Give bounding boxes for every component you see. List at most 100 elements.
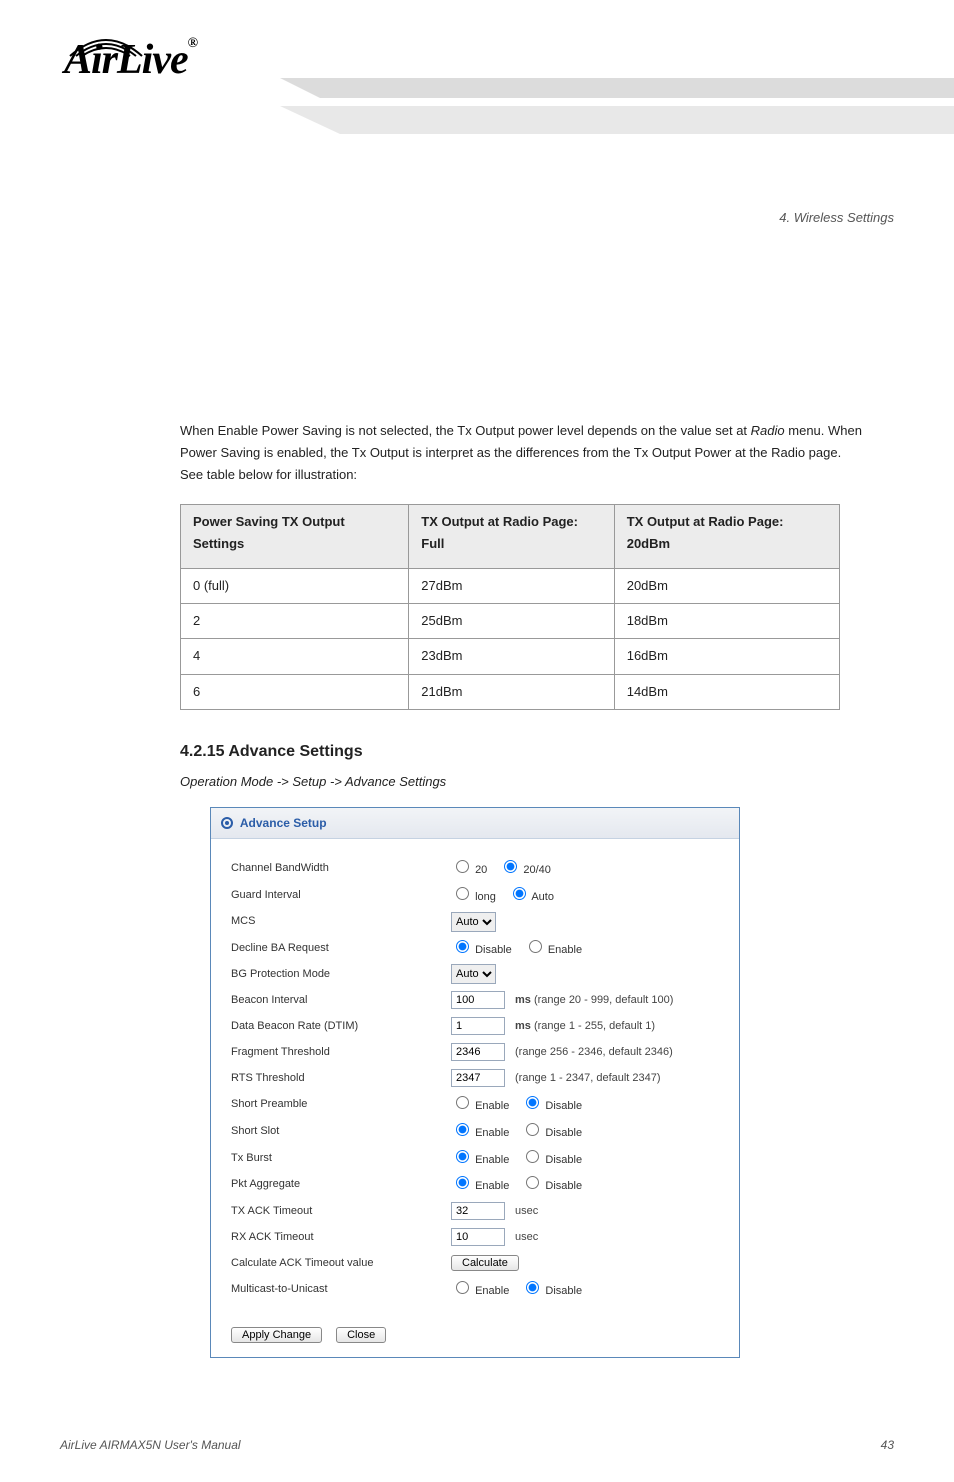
radio-short-slot-disable[interactable]: Disable bbox=[521, 1120, 582, 1143]
table-row: 2 25dBm 18dBm bbox=[181, 604, 840, 639]
label-decline-ba: Decline BA Request bbox=[231, 939, 451, 958]
bg-protection-select[interactable]: Auto bbox=[451, 964, 496, 984]
tx-ack-timeout-row: TX ACK Timeout usec bbox=[231, 1200, 719, 1222]
footer-left: AirLive AIRMAX5N User's Manual bbox=[60, 1438, 241, 1452]
table-cell: 27dBm bbox=[409, 569, 614, 604]
label-mcs: MCS bbox=[231, 912, 451, 931]
short-preamble-row: Short Preamble Enable Disable bbox=[231, 1093, 719, 1116]
table-header: TX Output at Radio Page: 20dBm bbox=[614, 505, 839, 569]
radio-multicast-disable[interactable]: Disable bbox=[521, 1278, 582, 1301]
radio-guard-long[interactable]: long bbox=[451, 884, 496, 907]
pkt-aggregate-row: Pkt Aggregate Enable Disable bbox=[231, 1173, 719, 1196]
stripe-top bbox=[280, 78, 954, 98]
calculate-ack-row: Calculate ACK Timeout value Calculate bbox=[231, 1252, 719, 1274]
close-button[interactable]: Close bbox=[336, 1327, 386, 1343]
channel-bandwidth-row: Channel BandWidth 20 20/40 bbox=[231, 857, 719, 880]
radio-tx-burst-disable[interactable]: Disable bbox=[521, 1147, 582, 1170]
tx-ack-timeout-input[interactable] bbox=[451, 1202, 505, 1220]
footer-page-number: 43 bbox=[881, 1438, 894, 1452]
decline-ba-row: Decline BA Request Disable Enable bbox=[231, 937, 719, 960]
section-number: 4.2.15 bbox=[180, 743, 224, 760]
mcs-select[interactable]: Auto bbox=[451, 912, 496, 932]
apply-change-button[interactable]: Apply Change bbox=[231, 1327, 322, 1343]
label-multicast-unicast: Multicast-to-Unicast bbox=[231, 1280, 451, 1299]
rx-ack-timeout-input[interactable] bbox=[451, 1228, 505, 1246]
brand-logo: AirLive® bbox=[64, 36, 197, 84]
hint-beacon-interval: ms (range 20 - 999, default 100) bbox=[515, 991, 673, 1010]
nav-path: Operation Mode -> Setup -> Advance Setti… bbox=[180, 771, 864, 793]
table-cell: 21dBm bbox=[409, 674, 614, 709]
label-bg-protection: BG Protection Mode bbox=[231, 965, 451, 984]
unit-rx-ack-timeout: usec bbox=[515, 1228, 538, 1247]
tx-output-interpretation-table: Power Saving TX Output Settings TX Outpu… bbox=[180, 504, 840, 709]
label-pkt-aggregate: Pkt Aggregate bbox=[231, 1175, 451, 1194]
beacon-interval-input[interactable] bbox=[451, 991, 505, 1009]
label-channel-bandwidth: Channel BandWidth bbox=[231, 859, 451, 878]
label-fragment-threshold: Fragment Threshold bbox=[231, 1043, 451, 1062]
hint-dtim: ms (range 1 - 255, default 1) bbox=[515, 1017, 655, 1036]
bg-protection-row: BG Protection Mode Auto bbox=[231, 963, 719, 985]
hint-fragment-threshold: (range 256 - 2346, default 2346) bbox=[515, 1043, 673, 1062]
table-cell: 2 bbox=[181, 604, 409, 639]
multicast-unicast-row: Multicast-to-Unicast Enable Disable bbox=[231, 1278, 719, 1301]
header-stripe bbox=[280, 78, 954, 148]
page-header: AirLive® bbox=[0, 0, 954, 160]
page-footer: AirLive AIRMAX5N User's Manual 43 bbox=[60, 1438, 894, 1452]
table-cell: 25dBm bbox=[409, 604, 614, 639]
table-cell: 14dBm bbox=[614, 674, 839, 709]
panel-title: Advance Setup bbox=[211, 808, 739, 839]
radio-decline-ba-disable[interactable]: Disable bbox=[451, 937, 512, 960]
calculate-button[interactable]: Calculate bbox=[451, 1255, 519, 1271]
chapter-title: 4. Wireless Settings bbox=[779, 210, 894, 225]
panel-body: Channel BandWidth 20 20/40 Guard Interva… bbox=[211, 839, 739, 1321]
beacon-interval-row: Beacon Interval ms (range 20 - 999, defa… bbox=[231, 989, 719, 1011]
fragment-threshold-input[interactable] bbox=[451, 1043, 505, 1061]
label-short-preamble: Short Preamble bbox=[231, 1095, 451, 1114]
radio-tx-burst-enable[interactable]: Enable bbox=[451, 1147, 509, 1170]
label-rts-threshold: RTS Threshold bbox=[231, 1069, 451, 1088]
table-row: 0 (full) 27dBm 20dBm bbox=[181, 569, 840, 604]
section-name: Advance Settings bbox=[228, 743, 362, 760]
hint-rts-threshold: (range 1 - 2347, default 2347) bbox=[515, 1069, 661, 1088]
gear-icon bbox=[221, 817, 233, 829]
mcs-row: MCS Auto bbox=[231, 911, 719, 933]
panel-footer: Apply Change Close bbox=[211, 1321, 739, 1357]
radio-short-slot-enable[interactable]: Enable bbox=[451, 1120, 509, 1143]
radio-short-preamble-disable[interactable]: Disable bbox=[521, 1093, 582, 1116]
section-heading: 4.2.15 Advance Settings bbox=[180, 738, 864, 765]
label-tx-burst: Tx Burst bbox=[231, 1149, 451, 1168]
radio-short-preamble-enable[interactable]: Enable bbox=[451, 1093, 509, 1116]
intro-paragraph: When Enable Power Saving is not selected… bbox=[180, 420, 864, 486]
unit-tx-ack-timeout: usec bbox=[515, 1202, 538, 1221]
radio-pkt-aggregate-disable[interactable]: Disable bbox=[521, 1173, 582, 1196]
registered-mark: ® bbox=[188, 36, 197, 51]
radio-decline-ba-enable[interactable]: Enable bbox=[524, 937, 582, 960]
radio-multicast-enable[interactable]: Enable bbox=[451, 1278, 509, 1301]
radio-channel-bw-20[interactable]: 20 bbox=[451, 857, 487, 880]
guard-interval-row: Guard Interval long Auto bbox=[231, 884, 719, 907]
fragment-threshold-row: Fragment Threshold (range 256 - 2346, de… bbox=[231, 1041, 719, 1063]
table-cell: 20dBm bbox=[614, 569, 839, 604]
intro-prefix: When Enable Power Saving is not selected… bbox=[180, 423, 751, 438]
radio-pkt-aggregate-enable[interactable]: Enable bbox=[451, 1173, 509, 1196]
radio-channel-bw-2040[interactable]: 20/40 bbox=[499, 857, 551, 880]
table-cell: 4 bbox=[181, 639, 409, 674]
tx-burst-row: Tx Burst Enable Disable bbox=[231, 1147, 719, 1170]
label-short-slot: Short Slot bbox=[231, 1122, 451, 1141]
short-slot-row: Short Slot Enable Disable bbox=[231, 1120, 719, 1143]
main-content: When Enable Power Saving is not selected… bbox=[180, 420, 864, 1358]
radio-guard-auto[interactable]: Auto bbox=[508, 884, 554, 907]
label-rx-ack-timeout: RX ACK Timeout bbox=[231, 1228, 451, 1247]
logo-text: AirLive bbox=[64, 37, 188, 83]
table-cell: 18dBm bbox=[614, 604, 839, 639]
label-beacon-interval: Beacon Interval bbox=[231, 991, 451, 1010]
table-row: 4 23dBm 16dBm bbox=[181, 639, 840, 674]
table-header-row: Power Saving TX Output Settings TX Outpu… bbox=[181, 505, 840, 569]
rts-threshold-input[interactable] bbox=[451, 1069, 505, 1087]
stripe-bottom bbox=[280, 106, 954, 134]
table-cell: 23dBm bbox=[409, 639, 614, 674]
label-tx-ack-timeout: TX ACK Timeout bbox=[231, 1202, 451, 1221]
label-guard-interval: Guard Interval bbox=[231, 886, 451, 905]
dtim-input[interactable] bbox=[451, 1017, 505, 1035]
label-calculate-ack: Calculate ACK Timeout value bbox=[231, 1254, 451, 1273]
